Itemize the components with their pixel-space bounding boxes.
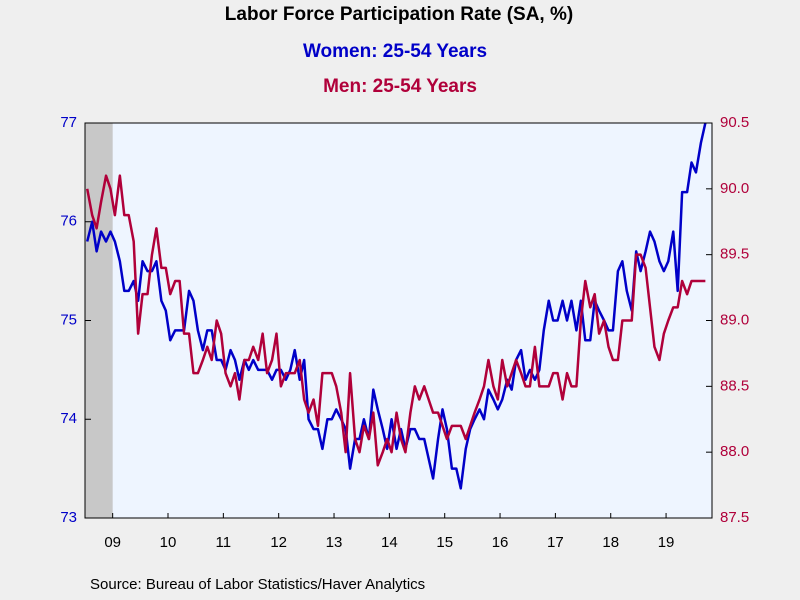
x-tick-label: 16 [492, 534, 509, 551]
y-tick-label: 73 [60, 509, 77, 526]
plot-area [85, 123, 712, 518]
x-tick-label: 14 [381, 534, 398, 551]
y-tick-label: 77 [60, 114, 77, 131]
x-tick-label: 13 [326, 534, 343, 551]
legend-men: Men: 25-54 Years [323, 76, 477, 97]
plot-border [84, 122, 713, 519]
y-tick-label: 76 [60, 213, 77, 230]
legend-women: Women: 25-54 Years [303, 41, 487, 62]
x-tick-label: 12 [270, 534, 287, 551]
y-tick-label: 74 [60, 410, 77, 427]
x-tick-label: 15 [436, 534, 453, 551]
y-tick-label: 75 [60, 311, 77, 328]
x-tick-label: 18 [602, 534, 619, 551]
x-tick-label: 10 [160, 534, 177, 551]
y2-tick-label: 90.0 [720, 180, 749, 197]
x-tick-label: 09 [104, 534, 121, 551]
source: Source: Bureau of Labor Statistics/Haver… [90, 576, 425, 593]
x-tick-label: 11 [216, 534, 232, 551]
y2-tick-label: 88.5 [720, 377, 749, 394]
y2-tick-label: 87.5 [720, 509, 749, 526]
y2-tick-label: 90.5 [720, 114, 749, 131]
y2-tick-label: 88.0 [720, 443, 749, 460]
chart-title: Labor Force Participation Rate (SA, %) [225, 4, 573, 25]
y2-tick-label: 89.0 [720, 311, 749, 328]
x-tick-label: 19 [658, 534, 675, 551]
series-line [85, 174, 706, 467]
series-line [85, 122, 707, 490]
y2-tick-label: 89.5 [720, 246, 749, 263]
x-tick-label: 17 [547, 534, 564, 551]
